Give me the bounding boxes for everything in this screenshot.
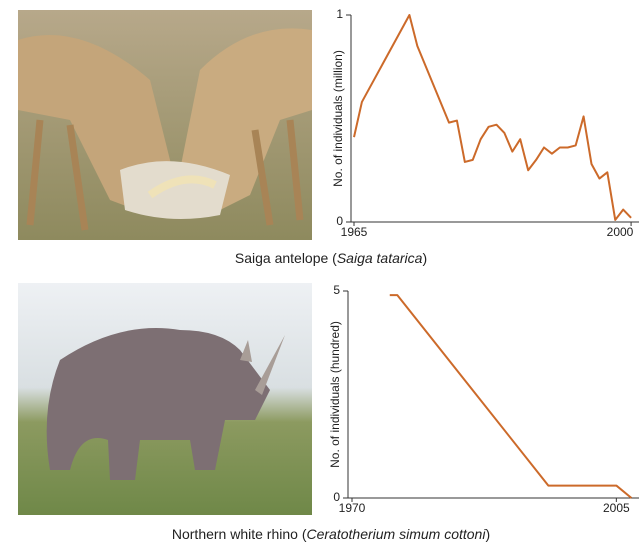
caption-part: Northern white rhino (	[172, 526, 307, 542]
caption-part: )	[485, 526, 490, 542]
x-tick-label: 1965	[341, 225, 368, 239]
caption-part: Saiga antelope (	[235, 250, 337, 266]
caption: Northern white rhino (Ceratotherium simu…	[172, 526, 490, 542]
data-line	[353, 14, 632, 221]
y-axis-label: No. of individuals (million)	[331, 50, 345, 187]
data-line	[389, 294, 633, 499]
y-tick-label: 1	[336, 7, 343, 21]
x-tick-label: 2000	[607, 225, 634, 239]
x-tick-label: 1970	[339, 501, 366, 515]
rhino-photo	[18, 283, 312, 515]
y-tick-label: 0	[336, 214, 343, 228]
caption-part: )	[422, 250, 427, 266]
x-tick-label: 2005	[603, 501, 630, 515]
caption-part: Ceratotherium simum cottoni	[307, 526, 487, 542]
y-tick-label: 0	[333, 490, 340, 504]
caption: Saiga antelope (Saiga tatarica)	[235, 250, 427, 266]
saiga-photo	[18, 10, 312, 240]
y-axis-label: No. of individuals (hundred)	[328, 321, 342, 468]
caption-part: Saiga tatarica	[337, 250, 423, 266]
y-tick-label: 5	[333, 283, 340, 297]
